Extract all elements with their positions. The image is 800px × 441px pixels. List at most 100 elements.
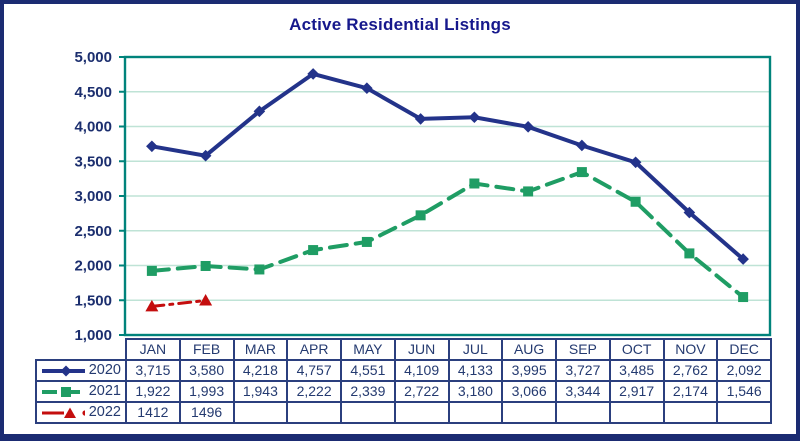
data-point-2020-AUG xyxy=(522,121,534,133)
month-header-cell: JAN xyxy=(125,338,181,361)
table-cell: 2,222 xyxy=(286,380,342,403)
table-cell: 2,092 xyxy=(716,359,772,382)
month-header-cell: JUN xyxy=(393,338,450,361)
series-line-2022 xyxy=(150,299,208,308)
table-cell xyxy=(340,401,396,424)
month-header-cell: MAY xyxy=(340,338,396,361)
table-cell xyxy=(608,401,665,424)
data-point-2021-OCT xyxy=(630,196,641,207)
table-cell xyxy=(501,401,557,424)
month-header-cell: APR xyxy=(286,338,342,361)
table-row-2020: 2020 3,715 3,580 4,218 4,757 4,551 4,109 4,133 3… xyxy=(35,359,772,382)
data-point-2020-JUL xyxy=(468,111,481,124)
legend-cell-2022: 2022 xyxy=(35,401,127,424)
table-cell: 3,715 xyxy=(125,359,181,382)
table-cell: 1,943 xyxy=(232,380,289,403)
month-header-cell: AUG xyxy=(501,338,557,361)
data-point-2020-APR xyxy=(307,68,319,80)
data-point-2021-SEP xyxy=(576,167,587,178)
y-axis-label: 1,500 xyxy=(74,292,112,309)
blank-cell xyxy=(36,339,127,361)
y-axis-label: 2,000 xyxy=(74,258,112,275)
table-cell: 3,066 xyxy=(501,380,557,403)
y-axis-label: 5,000 xyxy=(74,49,112,66)
data-point-2021-JUL xyxy=(469,178,480,189)
data-point-2021-NOV xyxy=(684,248,695,259)
y-axis-label: 3,000 xyxy=(74,188,112,205)
y-axis-label: 4,000 xyxy=(74,119,112,136)
legend-line-sample-2020 xyxy=(42,365,85,376)
table-cell: 3,580 xyxy=(178,359,235,382)
data-point-2020-MAY xyxy=(361,82,373,95)
table-cell xyxy=(662,401,719,424)
table-cell: 2,174 xyxy=(662,380,719,403)
data-point-2020-JAN xyxy=(146,140,158,153)
data-point-2020-FEB xyxy=(199,149,212,162)
data-point-2021-FEB xyxy=(200,260,211,271)
legend-cell-2021: 2021 xyxy=(35,380,127,403)
month-header-cell: NOV xyxy=(662,338,719,361)
data-point-2020-MAR xyxy=(253,105,266,118)
legend-cell-2020: 2020 xyxy=(35,359,127,382)
table-cell: 3,485 xyxy=(608,359,665,382)
data-table-legend: JAN FEB MAR APR MAY JUN JUL AUG SEP OCT NOV DEC 2020… xyxy=(35,338,772,424)
month-header-cell: OCT xyxy=(608,338,665,361)
legend-line-sample-2022 xyxy=(42,407,85,418)
table-cell: 2,339 xyxy=(340,380,396,403)
data-point-2020-OCT xyxy=(629,156,642,169)
data-point-2021-JAN xyxy=(146,265,157,276)
y-axis-label: 2,500 xyxy=(74,223,112,240)
table-cell xyxy=(716,401,772,424)
table-cell: 4,218 xyxy=(232,359,289,382)
legend-year-label: 2020 xyxy=(88,362,121,378)
table-cell: 3,180 xyxy=(447,380,504,403)
table-cell: 4,109 xyxy=(393,359,450,382)
legend-year-label: 2021 xyxy=(88,383,121,399)
y-axis-label: 4,500 xyxy=(74,84,112,101)
table-cell xyxy=(393,401,450,424)
series-line-2021 xyxy=(149,169,746,300)
table-cell: 2,762 xyxy=(662,359,719,382)
data-point-2021-MAY xyxy=(361,236,372,247)
table-cell: 3,995 xyxy=(501,359,557,382)
table-cell: 1,993 xyxy=(178,380,235,403)
month-header-cell: JUL xyxy=(447,338,504,361)
table-cell: 1412 xyxy=(125,401,181,424)
data-point-2021-MAR xyxy=(254,264,265,275)
legend-line-sample-2021 xyxy=(42,386,85,397)
y-axis-label: 3,500 xyxy=(74,153,112,170)
data-point-2020-SEP xyxy=(576,139,588,152)
table-cell xyxy=(232,401,289,424)
line-chart: 5,000 4,500 4,000 3,500 3,000 2,500 2,000 1,500… xyxy=(74,49,772,344)
table-cell: 4,757 xyxy=(286,359,342,382)
table-cell: 1496 xyxy=(178,401,235,424)
table-cell: 1,546 xyxy=(716,380,772,403)
data-point-2021-DEC xyxy=(738,292,749,303)
data-point-2020-JUN xyxy=(414,113,427,125)
chart-title: Active Residential Listings xyxy=(289,15,511,34)
series-line-2020 xyxy=(149,71,746,262)
table-row-2022: 2022 1412 1496 xyxy=(35,401,772,424)
plot-border xyxy=(123,55,772,337)
data-point-2022-JAN xyxy=(145,299,159,312)
month-header-cell: DEC xyxy=(716,338,772,361)
table-cell xyxy=(555,401,611,424)
data-point-2020-NOV xyxy=(683,206,696,219)
month-header-cell: FEB xyxy=(178,338,235,361)
table-cell xyxy=(447,401,504,424)
table-cell: 3,344 xyxy=(555,380,611,403)
table-cell: 4,133 xyxy=(447,359,504,382)
table-cell: 3,727 xyxy=(555,359,611,382)
table-cell: 2,722 xyxy=(393,380,450,403)
month-header-row: JAN FEB MAR APR MAY JUN JUL AUG SEP OCT NOV DEC xyxy=(36,338,772,361)
table-cell xyxy=(286,401,342,424)
legend-year-label: 2022 xyxy=(88,404,121,420)
data-point-2021-JUN xyxy=(415,210,426,221)
data-point-2022-FEB xyxy=(199,294,213,306)
table-cell: 1,922 xyxy=(125,380,181,403)
data-point-2021-AUG xyxy=(523,186,534,197)
data-point-2020-DEC xyxy=(737,253,749,265)
table-cell: 2,917 xyxy=(608,380,665,403)
table-cell: 4,551 xyxy=(340,359,396,382)
